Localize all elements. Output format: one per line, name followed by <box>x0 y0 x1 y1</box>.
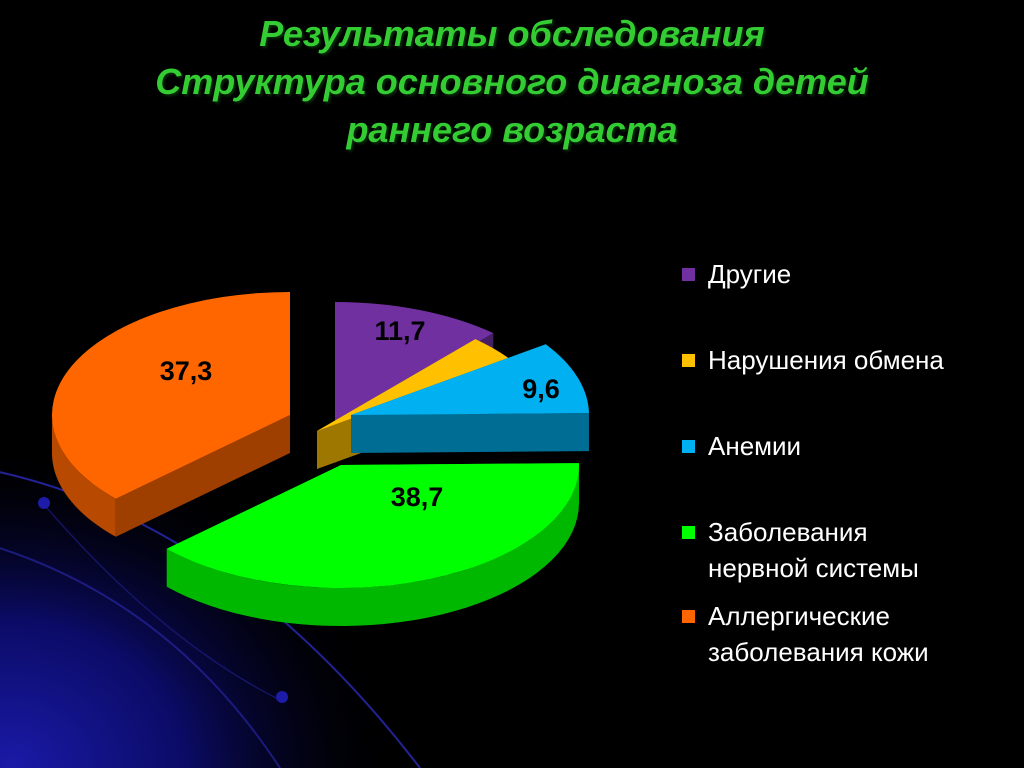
pie-slice-3 <box>351 344 589 453</box>
legend-label-3-line-1: Анемии <box>708 431 802 461</box>
pie-slice-5-rim <box>52 415 116 537</box>
pie-slice-2-top <box>317 339 512 431</box>
pie-slice-3-top <box>351 344 589 415</box>
data-label-3: 9,6 <box>522 374 560 404</box>
data-label-1: 11,7 <box>374 316 425 346</box>
legend-label-3: Анемии <box>708 428 801 464</box>
legend-swatch-4 <box>682 526 695 539</box>
chart-title: Результаты обследования Структура основн… <box>0 10 1024 154</box>
pie-slice-5-wall-1 <box>115 415 290 537</box>
legend-label-1: Другие <box>708 256 791 292</box>
data-label-5: 37,3 <box>160 356 213 386</box>
legend-label-4-line-1: Заболевания <box>708 517 868 547</box>
legend-swatch-3 <box>682 440 695 453</box>
pie-slice-5 <box>52 292 291 537</box>
data-label-4: 38,7 <box>391 482 444 512</box>
legend-swatch-1 <box>682 268 695 281</box>
legend-label-5-line-2: заболевания кожи <box>708 637 929 667</box>
legend-label-2-line-1: Нарушения обмена <box>708 345 944 375</box>
legend-label-5: Аллергические заболевания кожи <box>708 598 929 670</box>
legend-label-4: Заболевания нервной системы <box>708 514 919 586</box>
pie-slice-5-top <box>52 292 291 499</box>
data-label-2: 3,7 <box>532 304 570 334</box>
title-line-3: раннего возраста <box>346 109 678 150</box>
pie-slice-4 <box>166 463 579 626</box>
legend-swatch-2 <box>682 354 695 367</box>
legend-swatch-5 <box>682 610 695 623</box>
title-line-1: Результаты обследования <box>259 13 765 54</box>
pie-slice-4-rim <box>166 465 579 626</box>
legend-label-2: Нарушения обмена <box>708 342 944 378</box>
legend-label-5-line-1: Аллергические <box>708 601 890 631</box>
pie-slice-1-top <box>335 302 494 425</box>
title-line-2: Структура основного диагноза детей <box>155 61 869 102</box>
legend-label-1-line-1: Другие <box>708 259 792 289</box>
legend-label-4-line-2: нервной системы <box>708 553 919 583</box>
pie-slice-3-wall-2 <box>351 413 589 453</box>
pie-slice-4-top <box>166 463 579 588</box>
